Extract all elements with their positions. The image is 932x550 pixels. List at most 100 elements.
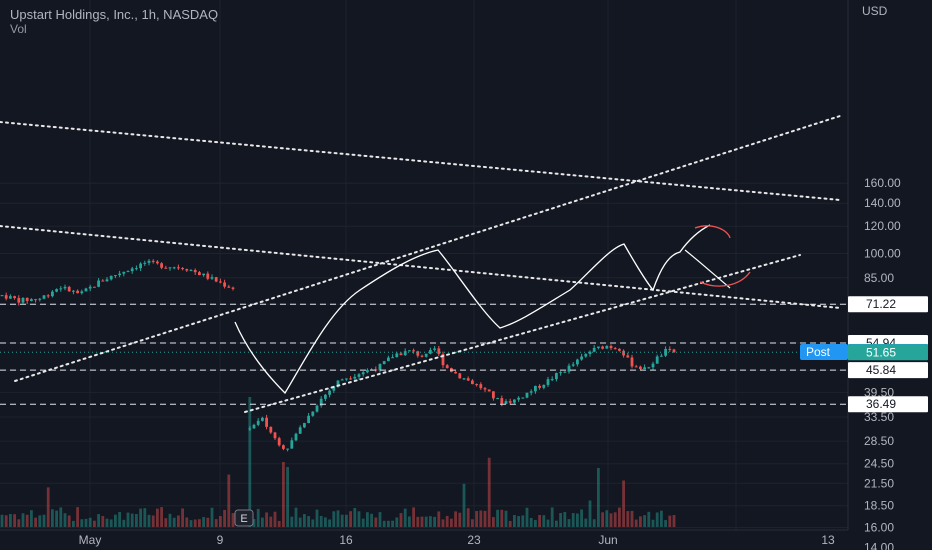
candle-body-57 bbox=[252, 424, 256, 429]
candle-151 bbox=[647, 366, 651, 369]
candle-19 bbox=[80, 289, 84, 295]
candle-55 bbox=[231, 286, 235, 291]
volume-bar-62 bbox=[273, 511, 277, 527]
candle-body-146 bbox=[626, 355, 630, 358]
volume-bar-121 bbox=[521, 515, 525, 527]
candle-89 bbox=[387, 355, 390, 362]
volume-bar-117 bbox=[504, 510, 508, 527]
candle-body-36 bbox=[151, 260, 155, 262]
chart-title: Upstart Holdings, Inc., 1h, NASDAQ bbox=[10, 7, 219, 22]
candle-51 bbox=[214, 276, 218, 283]
candle-body-27 bbox=[114, 275, 117, 277]
volume-bar-78 bbox=[340, 514, 344, 527]
volume-bar-136 bbox=[584, 518, 588, 527]
volume-bar-108 bbox=[466, 508, 470, 527]
volume-bar-42 bbox=[177, 515, 180, 527]
candle-body-128 bbox=[550, 379, 554, 381]
volume-bar-31 bbox=[130, 513, 134, 527]
trendline-3 bbox=[244, 254, 801, 413]
candle-body-142 bbox=[609, 346, 613, 349]
candle-body-9 bbox=[38, 298, 42, 300]
trendline-drawings bbox=[0, 115, 841, 413]
candle-body-136 bbox=[584, 353, 588, 357]
red-arc-top bbox=[694, 225, 731, 239]
volume-bar-98 bbox=[424, 516, 428, 527]
volume-bar-46 bbox=[193, 519, 197, 527]
candle-body-79 bbox=[345, 378, 348, 380]
candle-body-129 bbox=[555, 373, 558, 380]
candle-46 bbox=[193, 268, 197, 275]
x-axis[interactable]: May 9 16 23 Jun 13 bbox=[79, 533, 835, 547]
volume-bar-3 bbox=[13, 514, 16, 527]
y-axis[interactable]: 14.00 16.00 18.50 21.50 24.50 28.50 33.50 39.50… bbox=[864, 176, 901, 550]
candle-body-90 bbox=[391, 357, 394, 359]
candle-74 bbox=[324, 394, 327, 402]
candle-13 bbox=[55, 288, 58, 293]
volume-bar-74 bbox=[324, 517, 327, 527]
volume-bar-87 bbox=[378, 512, 382, 527]
candle-body-127 bbox=[546, 379, 550, 385]
candle-body-92 bbox=[399, 353, 403, 356]
volume-bar-57 bbox=[252, 519, 256, 527]
candle-28 bbox=[118, 270, 121, 278]
grid-lines bbox=[0, 0, 848, 548]
candle-20 bbox=[84, 287, 88, 292]
candle-body-137 bbox=[588, 351, 592, 354]
volume-bar-77 bbox=[336, 510, 340, 527]
candle-body-19 bbox=[80, 291, 84, 294]
volume-bar-131 bbox=[563, 512, 567, 527]
volume-bar-133 bbox=[571, 513, 575, 527]
volume-bar-2 bbox=[9, 514, 12, 527]
candle-35 bbox=[147, 258, 151, 266]
volume-bar-152 bbox=[651, 519, 655, 527]
volume-bar-0 bbox=[0, 514, 4, 527]
candle-150 bbox=[643, 364, 646, 370]
volume-bar-99 bbox=[429, 516, 432, 527]
pattern-path bbox=[234, 224, 711, 395]
volume-bar-100 bbox=[433, 516, 436, 527]
volume-indicator-label[interactable]: Vol bbox=[10, 22, 27, 36]
candle-body-3 bbox=[13, 296, 16, 299]
candle-149 bbox=[639, 365, 642, 370]
candle-140 bbox=[601, 345, 604, 350]
candle-32 bbox=[135, 265, 138, 271]
candle-130 bbox=[559, 371, 562, 376]
volume-bar-19 bbox=[80, 519, 84, 527]
volume-bar-155 bbox=[664, 520, 667, 527]
candle-128 bbox=[550, 376, 554, 382]
volume-bar-125 bbox=[538, 514, 541, 527]
volume-bar-73 bbox=[319, 515, 323, 527]
candle-129 bbox=[555, 372, 558, 382]
candle-body-94 bbox=[408, 350, 411, 352]
volume-bar-112 bbox=[483, 510, 487, 527]
volume-bar-157 bbox=[672, 515, 676, 527]
candle-84 bbox=[366, 368, 369, 374]
candle-127 bbox=[546, 376, 550, 387]
volume-bar-63 bbox=[277, 520, 281, 527]
volume-bar-29 bbox=[122, 519, 126, 527]
candle-body-35 bbox=[147, 260, 151, 263]
candle-body-66 bbox=[290, 440, 294, 449]
candle-body-138 bbox=[592, 347, 596, 352]
volume-bar-65 bbox=[286, 466, 289, 527]
x-tick-label-2: 16 bbox=[339, 533, 353, 547]
volume-bar-154 bbox=[660, 510, 663, 527]
volume-bar-32 bbox=[135, 514, 138, 527]
candle-body-51 bbox=[214, 277, 218, 282]
volume-bar-140 bbox=[601, 512, 604, 527]
earnings-marker[interactable]: E bbox=[234, 509, 254, 527]
candle-body-44 bbox=[185, 269, 189, 271]
candle-body-45 bbox=[189, 270, 193, 272]
volume-bar-27 bbox=[114, 514, 117, 527]
candle-body-144 bbox=[618, 348, 621, 351]
y-tick-label-1: 16.00 bbox=[864, 520, 894, 534]
volume-bar-113 bbox=[487, 457, 491, 527]
candle-45 bbox=[189, 269, 193, 272]
volume-bar-47 bbox=[198, 519, 201, 527]
candle-157 bbox=[672, 348, 676, 353]
candle-4 bbox=[17, 295, 21, 306]
y-tick-label-5: 28.50 bbox=[864, 434, 894, 448]
candle-57 bbox=[252, 423, 256, 429]
candle-47 bbox=[198, 270, 201, 276]
